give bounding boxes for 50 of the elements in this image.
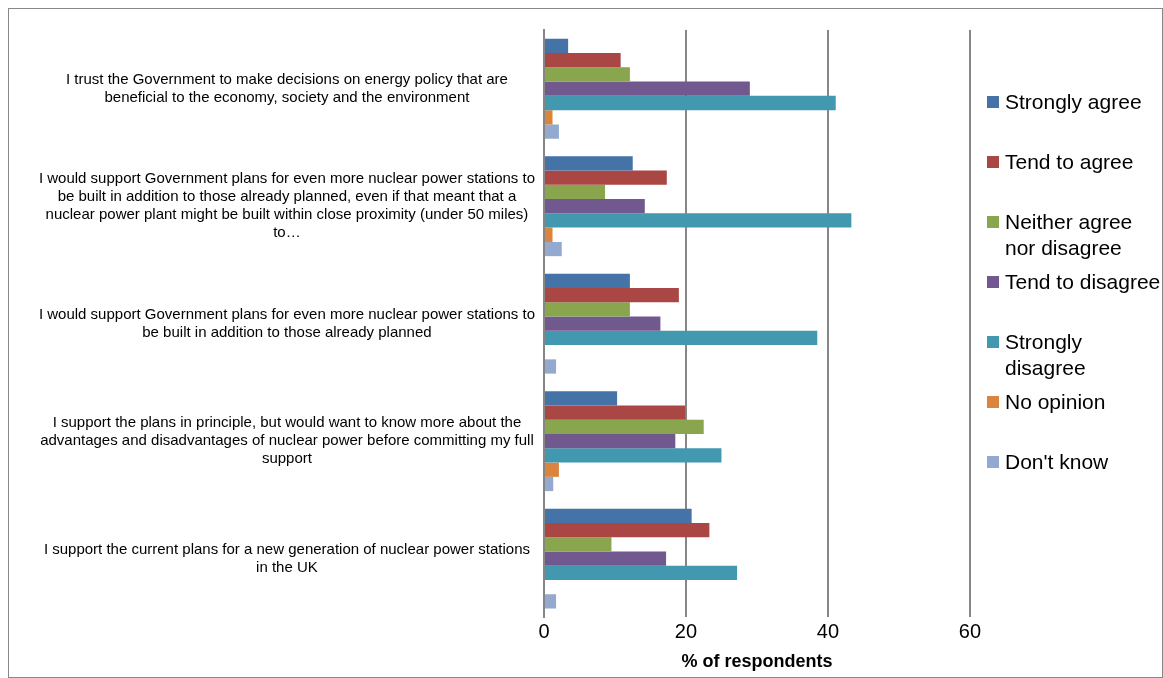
bar [545,359,557,374]
bar [545,551,667,566]
x-tick-label: 60 [958,619,981,642]
bar [545,419,704,435]
bar [545,302,630,317]
bar [545,184,606,200]
bar [545,199,645,214]
legend-label: Tend to agree [1005,149,1134,175]
y-tick-label: I would support Government plans for even more nuclear power stations to be built in addition to those already planned, even if that meant that a nuclear power plant might be built within close proximity (under 50 miles) to… [38,169,535,241]
bar [545,330,818,346]
bar [545,67,630,82]
bar [545,405,686,420]
bar [545,227,553,242]
bar [545,273,630,289]
bar [545,124,559,139]
y-tick-label: I would support Government plans for even more nuclear power stations to be built in addition to those already planned [38,304,535,340]
bar [545,434,676,449]
bar [545,170,667,185]
bar [545,594,557,609]
legend-label: Tend to disagree [1005,269,1161,295]
legend-label: Strongly disagree [1005,329,1087,381]
bar [545,241,562,257]
bar [545,565,738,581]
bar [545,462,559,477]
legend-label: Don't know [1005,449,1109,475]
legend-label: Strongly agree [1005,89,1142,115]
bar [545,81,750,96]
bar [545,448,722,463]
bar [545,523,710,538]
bar [545,38,569,54]
bar [545,110,553,125]
legend-label: Neither agree nor disagree [1005,209,1134,261]
bar [545,391,618,406]
bar [545,213,852,228]
bar [545,156,633,171]
x-tick-label: 40 [816,619,840,642]
x-tick-label: 20 [674,619,698,642]
bar [545,288,679,303]
y-tick-label: I support the plans in principle, but would want to know more about the advantages and disadvantages of nuclear power before committing my full support [40,413,534,467]
bar [545,508,692,523]
bar [545,476,554,492]
y-tick-label: I trust the Government to make decisions on energy policy that are beneficial to the economy, society and the environment [66,69,508,105]
y-tick-label: I support the current plans for a new generation of nuclear power stations in the UK [43,539,531,575]
bar [545,316,661,331]
x-axis-title: % of respondents [681,651,833,672]
bar [545,53,621,68]
bar [545,95,836,111]
x-tick-label: 0 [538,619,550,642]
legend-label: No opinion [1005,389,1106,415]
bar [545,537,612,552]
